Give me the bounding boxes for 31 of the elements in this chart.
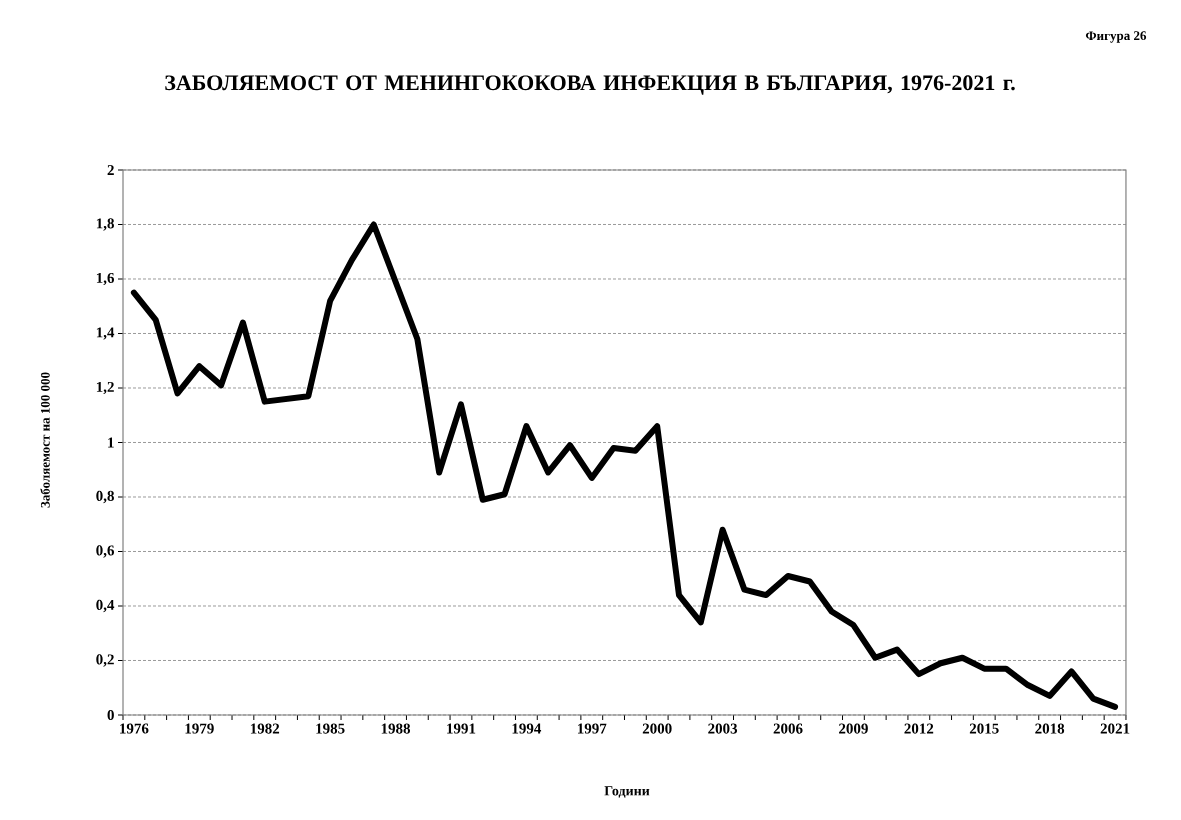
y-tick-label: 2 [107, 165, 114, 175]
x-tick-label: 2021 [1100, 723, 1130, 734]
y-axis-title: Заболяемост на 100 000 [40, 372, 50, 508]
x-tick-label: 1988 [381, 723, 411, 734]
x-tick-label: 1976 [120, 723, 149, 734]
y-tick-label: 0,6 [96, 545, 115, 558]
x-tick-label: 1997 [577, 723, 607, 734]
x-tick-label: 1982 [250, 723, 280, 734]
y-tick-label: 1,8 [96, 218, 114, 231]
x-tick-label: 2018 [1035, 723, 1065, 734]
x-tick-label: 2003 [708, 723, 738, 734]
y-tick-label: 1,6 [96, 272, 115, 286]
x-tick-label: 1994 [512, 723, 542, 734]
y-tick-label: 1,4 [96, 327, 115, 340]
x-tick-label: 1979 [185, 723, 214, 734]
chart-title: ЗАБОЛЯЕМОСТ ОТ МЕНИНГОКОКОВА ИНФЕКЦИЯ В БЪЛГАРИЯ, 1976-2021 г. [165, 75, 1015, 95]
y-tick-label: 0 [107, 709, 114, 721]
text: Фигура 26 [1085, 31, 1147, 43]
y-tick-label: 0,4 [96, 599, 115, 613]
y-tick-label: 1 [108, 437, 114, 448]
x-tick-label: 1991 [447, 723, 476, 734]
y-tick-label: 0,8 [96, 490, 114, 504]
x-tick-label: 2015 [969, 723, 999, 734]
x-tick-label: 2012 [904, 723, 934, 734]
x-tick-label: 1985 [316, 723, 345, 734]
y-tick-label: 0,2 [96, 654, 114, 667]
x-axis-title: Години [604, 786, 650, 798]
x-tick-label: 2006 [773, 723, 803, 734]
x-tick-label: 2000 [642, 723, 672, 734]
x-tick-label: 2009 [839, 723, 868, 734]
y-tick-label: 1,2 [96, 381, 114, 395]
